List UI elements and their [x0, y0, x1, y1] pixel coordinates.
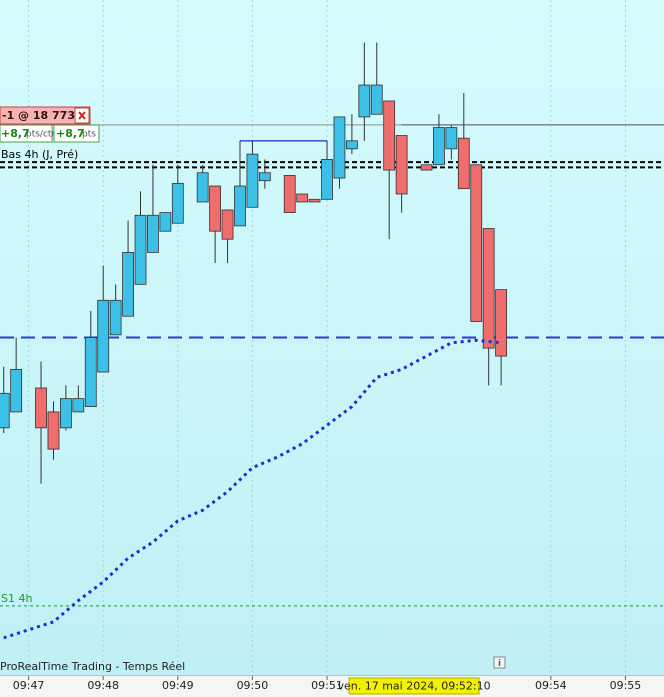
candle-body — [246, 153, 259, 208]
candle-body — [221, 209, 234, 240]
order-label: -1 @ 18 773,7 — [2, 109, 87, 122]
gain-value: +8,7 — [56, 127, 85, 140]
candle-body — [234, 185, 246, 227]
gain-unit: pts — [82, 130, 96, 140]
candle-body — [321, 159, 333, 200]
candle-body — [84, 337, 97, 407]
candle-body — [171, 182, 184, 224]
candle-body — [10, 368, 23, 413]
gain-box — [0, 124, 53, 143]
candle-body — [134, 214, 147, 285]
x-tick-label: 09:48 — [87, 679, 119, 692]
x-tick-label: 09:49 — [162, 679, 194, 692]
gain-value: +8,7 — [1, 127, 30, 140]
candle-body — [395, 135, 408, 195]
candle-body — [345, 140, 358, 150]
candle-body — [457, 137, 470, 190]
candle-body — [147, 214, 159, 253]
candle-body — [97, 299, 110, 373]
gain-unit: pts/ctr — [26, 130, 55, 140]
candle-body — [0, 392, 10, 429]
x-tick-label: 09:50 — [237, 679, 269, 692]
candle-body — [445, 127, 458, 150]
candle-body — [383, 100, 396, 171]
candles — [0, 42, 508, 484]
cursor-label-box — [348, 677, 480, 695]
overlay — [3, 338, 502, 640]
candle-body — [47, 411, 60, 450]
x-axis: 09:47 09:48 09:49 09:50 09:51 09:54 09:55 ven. … — [13, 676, 642, 695]
footer: ProRealTime Trading - Temps Réel — [0, 660, 185, 673]
moving-average — [3, 338, 502, 640]
gain-tag: +8,7 pts/ctr +8,7 pts — [0, 124, 100, 143]
x-tick-label: 09:55 — [610, 679, 642, 692]
candle-body — [72, 398, 85, 413]
candle-body — [470, 164, 483, 322]
candle-body — [370, 84, 383, 115]
x-tick-label: 09:47 — [13, 679, 45, 692]
x-tick-label: 09:54 — [535, 679, 567, 692]
candle-body — [433, 127, 445, 166]
candle-body — [60, 398, 72, 429]
candle-body — [109, 299, 122, 336]
cursor-label: ven. 17 mai 2024, 09:52:10 — [337, 680, 490, 693]
candle-body — [420, 164, 433, 171]
candle-body — [159, 212, 172, 232]
order-tag-box — [0, 106, 91, 125]
order-close-icon — [78, 111, 86, 120]
gain-box — [53, 124, 100, 143]
candle-body — [495, 289, 508, 357]
x-tick-label: 09:51 — [311, 679, 343, 692]
candle-body — [122, 252, 134, 317]
candle-body — [333, 116, 346, 179]
order-tag[interactable]: -1 @ 18 773,7 — [0, 106, 91, 125]
candle-body — [258, 172, 271, 182]
candle-body — [209, 185, 222, 232]
x-axis-background — [0, 675, 664, 697]
candle-body — [35, 387, 47, 429]
candle-body — [482, 228, 495, 349]
candle-body — [308, 198, 321, 203]
info-icon[interactable] — [493, 656, 506, 669]
candle-body — [358, 84, 371, 118]
info-icon-glyph — [498, 658, 501, 661]
level-label: S1 4h — [1, 592, 32, 605]
level-label: Bas 4h (J, Pré) — [1, 148, 78, 161]
candle-body — [296, 193, 309, 203]
candle-body — [283, 174, 296, 213]
candle-body — [196, 172, 209, 203]
